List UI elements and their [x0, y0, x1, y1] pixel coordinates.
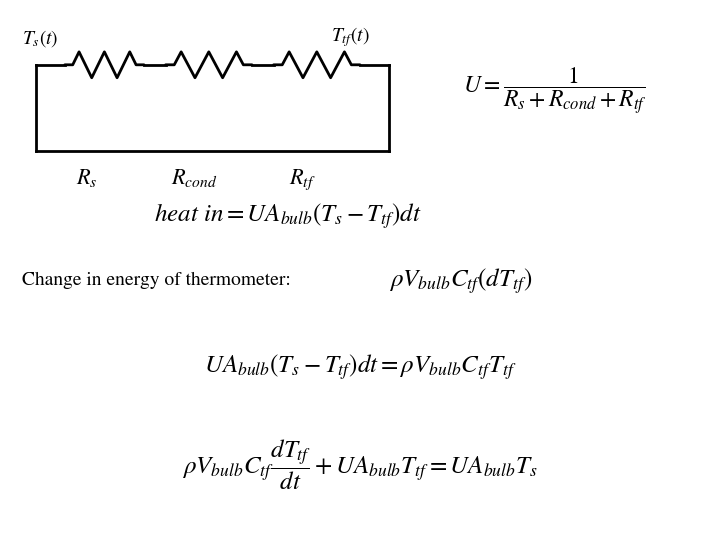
- Text: $\rho V_{bulb} C_{tf}\left(dT_{tf}\right)$: $\rho V_{bulb} C_{tf}\left(dT_{tf}\right…: [389, 266, 532, 296]
- Text: $T_{tf}(t)$: $T_{tf}(t)$: [331, 25, 370, 49]
- Text: $U = \dfrac{1}{R_s + R_{cond} + R_{tf}}$: $U = \dfrac{1}{R_s + R_{cond} + R_{tf}}$: [462, 66, 647, 117]
- Text: $\rho V_{bulb} C_{tf}\dfrac{dT_{tf}}{dt} + UA_{bulb} T_{tf} = UA_{bulb} T_s$: $\rho V_{bulb} C_{tf}\dfrac{dT_{tf}}{dt}…: [182, 437, 538, 492]
- Text: $UA_{bulb}\left(T_s - T_{tf}\right)\mathit{dt} = \rho V_{bulb} C_{tf} T_{tf}$: $UA_{bulb}\left(T_s - T_{tf}\right)\math…: [204, 352, 516, 382]
- Text: $T_s(t)$: $T_s(t)$: [22, 28, 58, 49]
- Text: $R_s$: $R_s$: [76, 167, 97, 190]
- Text: Change in energy of thermometer:: Change in energy of thermometer:: [22, 272, 295, 289]
- Text: $\mathit{heat\ in} = UA_{bulb}\left(T_s - T_{tf}\right)\mathit{dt}$: $\mathit{heat\ in} = UA_{bulb}\left(T_s …: [154, 201, 422, 231]
- Text: $R_{tf}$: $R_{tf}$: [289, 167, 316, 192]
- Text: $R_{cond}$: $R_{cond}$: [171, 167, 217, 190]
